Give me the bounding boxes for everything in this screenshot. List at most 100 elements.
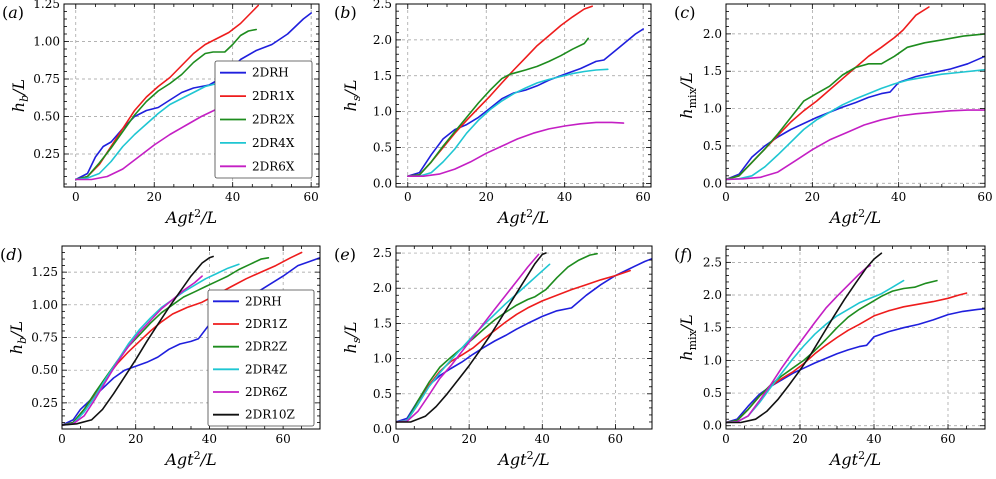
panel-tag: (e) (334, 245, 356, 264)
y-axis-label: hb/L (7, 321, 29, 354)
y-axis-label: hmix/L (677, 72, 699, 118)
y-tick-label: 1.25 (33, 0, 60, 11)
series-line-2dr6z (726, 264, 872, 424)
x-tick-label: 60 (636, 190, 651, 204)
x-axis-label: Agt2/L (164, 207, 217, 227)
panel-c: 0 20 40 60 0.0 0.5 1.0 1.5 2.0 Agt2/L hmix/L (c) (674, 3, 993, 227)
y-tick-label: 1.0 (373, 352, 392, 366)
y-tick-label: 1.00 (31, 298, 58, 312)
panel-tag: (c) (674, 3, 695, 22)
plot-frame (725, 245, 986, 430)
series-line-2dr2z (726, 279, 938, 424)
series-line-2dr2z (396, 252, 598, 423)
legend-label: 2DR6X (252, 159, 295, 173)
y-tick-label: 0.0 (703, 419, 722, 433)
y-tick-label: 0.5 (703, 139, 722, 153)
legend-label: 2DRH (252, 66, 289, 80)
y-tick-label: 1.5 (703, 321, 722, 335)
series-line-2dr10z (726, 252, 883, 424)
y-tick-label: 0.25 (33, 147, 60, 161)
panel-b: 0 20 40 60 0.0 0.5 1.0 1.5 2.0 2.5 Agt2/L hs/L (b) (334, 0, 652, 227)
y-axis-label: hs/L (341, 80, 363, 112)
y-tick-label: 2.5 (703, 255, 722, 269)
y-tick-label: 0.5 (373, 387, 392, 401)
series-line-2drh (396, 257, 652, 423)
series-line-2dr6x (407, 121, 625, 177)
y-tick-label: 1.0 (373, 105, 392, 119)
x-tick-label: 0 (722, 190, 730, 204)
x-tick-label: 0 (722, 432, 730, 446)
y-tick-label: 0.25 (31, 396, 58, 410)
x-tick-label: 20 (479, 190, 494, 204)
legend-label: 2DRH (245, 294, 282, 308)
y-tick-label: 0.0 (703, 176, 722, 190)
y-tick-label: 1.5 (373, 316, 392, 330)
x-tick-label: 40 (535, 432, 550, 446)
x-tick-label: 0 (392, 432, 400, 446)
x-axis-label: Agt2/L (828, 207, 881, 227)
y-tick-label: 0.75 (31, 331, 58, 345)
y-tick-label: 0.5 (373, 141, 392, 155)
series-line-2dr2z (62, 257, 270, 426)
x-tick-label: 0 (72, 190, 80, 204)
x-tick-label: 60 (304, 190, 319, 204)
series-line-2dr6z (62, 275, 203, 426)
y-tick-label: 0.5 (703, 386, 722, 400)
y-tick-label: 0.0 (373, 176, 392, 190)
series-line-2dr4z (62, 263, 240, 426)
x-tick-label: 40 (866, 432, 881, 446)
panel-f: 0 20 40 60 0.0 0.5 1.0 1.5 2.0 2.5 Agt2/L hmix/L (f) (674, 245, 986, 469)
x-tick-label: 40 (202, 432, 217, 446)
series-line-2dr4z (396, 263, 551, 423)
x-axis-label: Agt2/L (496, 207, 549, 227)
legend: 2DRH 2DR1X 2DR2X 2DR4X 2DR6X (214, 60, 313, 179)
series-line-2drh (726, 55, 985, 181)
legend-label: 2DR4Z (245, 362, 287, 376)
y-tick-label: 2.0 (703, 27, 722, 41)
legend-label: 2DR6Z (245, 385, 287, 399)
x-tick-label: 60 (608, 432, 623, 446)
y-axis-label: hmix/L (677, 314, 699, 360)
x-tick-label: 60 (276, 432, 291, 446)
legend-label: 2DR4X (252, 136, 295, 150)
x-tick-label: 40 (225, 190, 240, 204)
series-line-2dr10z (396, 252, 547, 423)
series-line-2dr6x (726, 109, 985, 181)
legend-box (207, 289, 315, 427)
legend: 2DRH 2DR1Z 2DR2Z 2DR4Z 2DR6Z 2DR10Z (207, 289, 315, 427)
x-axis-label: Agt2/L (828, 449, 881, 469)
legend-label: 2DR2Z (245, 340, 287, 354)
panel-tag: (a) (2, 3, 24, 22)
x-axis-label: Agt2/L (496, 449, 549, 469)
x-axis-label: Agt2/L (163, 449, 216, 469)
x-tick-label: 0 (58, 432, 66, 446)
panel-a: 0 20 40 60 0.25 0.50 0.75 1.00 1.25 Agt2/L hb/L (a)… (2, 0, 320, 227)
y-axis-label: hs/L (341, 322, 363, 354)
series-line-2dr10z (62, 255, 214, 426)
x-tick-label: 60 (940, 432, 955, 446)
x-tick-label: 20 (128, 432, 143, 446)
y-tick-label: 2.0 (703, 288, 722, 302)
legend-label: 2DR2X (252, 113, 295, 127)
x-tick-label: 60 (977, 190, 992, 204)
x-tick-label: 40 (891, 190, 906, 204)
y-tick-label: 2.0 (373, 281, 392, 295)
y-tick-label: 0.50 (31, 363, 58, 377)
series-line-2dr4x (726, 68, 985, 181)
panel-tag: (b) (334, 3, 357, 22)
plot-frame (395, 3, 652, 188)
y-tick-label: 1.00 (33, 35, 60, 49)
series-line-2dr6z (396, 253, 540, 423)
legend-label: 2DR10Z (245, 408, 295, 422)
series-line-2drh (75, 12, 312, 181)
x-tick-label: 20 (147, 190, 162, 204)
y-tick-label: 0.50 (33, 110, 60, 124)
y-axis-label: hb/L (9, 79, 31, 112)
legend-label: 2DR1Z (245, 317, 287, 331)
y-tick-label: 2.5 (373, 246, 392, 260)
y-tick-label: 2.5 (373, 0, 392, 11)
x-tick-label: 40 (557, 190, 572, 204)
x-tick-label: 0 (404, 190, 412, 204)
plot-frame (725, 3, 986, 188)
